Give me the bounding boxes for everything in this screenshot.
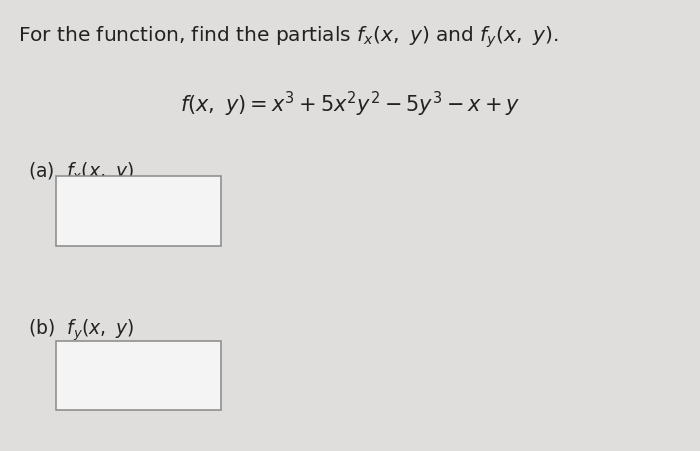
Text: (b)  $\mathit{f}_y(x,\ y)$: (b) $\mathit{f}_y(x,\ y)$ <box>28 318 134 344</box>
Text: For the function, find the partials $\mathit{f}_x(x,\ y)$ and $\mathit{f}_y(x,\ : For the function, find the partials $\ma… <box>18 25 558 51</box>
Text: $\mathit{f}(x,\ y) = x^3 + 5x^2y^2 - 5y^3 - x + y$: $\mathit{f}(x,\ y) = x^3 + 5x^2y^2 - 5y^… <box>180 90 520 120</box>
FancyBboxPatch shape <box>56 341 220 410</box>
FancyBboxPatch shape <box>56 176 220 246</box>
Text: (a)  $\mathit{f}_x(x,\ y)$: (a) $\mathit{f}_x(x,\ y)$ <box>28 160 134 183</box>
